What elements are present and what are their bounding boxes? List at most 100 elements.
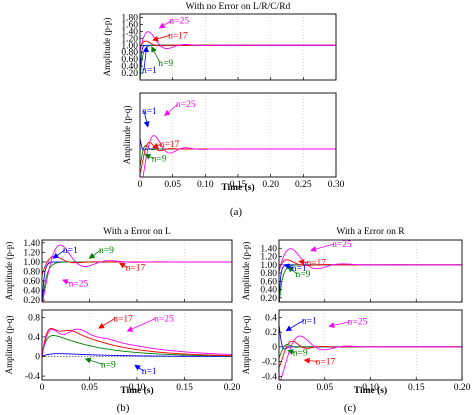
- y-tick-label: 1.40: [121, 27, 138, 37]
- annotation-label: n=17: [113, 314, 133, 324]
- annotation-arrow: [98, 317, 116, 329]
- annotation-label: n=9: [152, 155, 167, 165]
- x-tick-label: 0.20: [224, 383, 241, 393]
- subcaption-b: (b): [117, 402, 130, 414]
- y-tick-label: 1.20: [121, 34, 138, 44]
- annotation-arrow: [152, 142, 162, 149]
- y-tick-label: 0.20: [260, 294, 277, 304]
- y-tick-label: 0.2: [265, 328, 277, 338]
- x-tick-label: 0.15: [408, 383, 425, 393]
- annotation-arrow: [134, 364, 144, 372]
- annotation-arrow: [287, 349, 295, 355]
- annotation-label: n=9: [99, 246, 114, 256]
- x-tick-label: 0.10: [197, 180, 214, 190]
- annotation-arrow: [142, 46, 149, 71]
- series-line: [140, 31, 336, 52]
- y-tick-label: 0.40: [23, 287, 40, 297]
- y-tick-label: -0.2: [262, 358, 277, 368]
- y-tick-label: 0.8: [28, 313, 40, 323]
- y-tick-label: -0.4: [25, 372, 40, 382]
- x-tick-label: 0.15: [230, 180, 247, 190]
- y-tick-label: 1.00: [260, 261, 277, 271]
- annotation-arrow: [283, 263, 294, 270]
- y-tick-label: 0.4: [265, 313, 277, 323]
- y-tick-label: 1.60: [121, 20, 138, 30]
- annotation-label: n=25: [176, 100, 196, 110]
- x-tick-label: 0.10: [362, 383, 379, 393]
- y-tick-label: 1.40: [23, 239, 40, 249]
- y-axis-label: Amplitude (p-q): [122, 106, 132, 165]
- y-tick-label: 1.00: [121, 41, 138, 51]
- y-tick-label: 1.40: [260, 244, 277, 254]
- x-tick-label: 0.05: [316, 383, 333, 393]
- annotation-label: n=9: [293, 349, 308, 359]
- plot-frame: [41, 309, 233, 381]
- annotation-label: n=9: [101, 360, 116, 370]
- annotation-label: n=25: [169, 17, 189, 27]
- chart-b-top: With a Error on L 0.200.400.600.801.001.2…: [4, 227, 233, 306]
- y-axis-label: Amplitude (p-p): [4, 242, 14, 301]
- chart-title: With no Error on L/R/C/Rd: [186, 2, 291, 12]
- x-tick-label: 0.10: [129, 383, 146, 393]
- series-line: [279, 248, 462, 273]
- y-tick-label: 0.40: [121, 62, 138, 72]
- x-tick-label: 0.25: [295, 180, 312, 190]
- chart-c-bottom: 0 0.05 0.10 0.15 0.20 -0.4 -0.2 0 0.2 0.4 Amplitud…: [241, 309, 471, 396]
- annotation-arrow: [298, 259, 309, 266]
- series-line: [42, 328, 232, 357]
- y-tick-label: 1.20: [23, 248, 40, 258]
- annotation-arrow: [88, 249, 102, 259]
- x-axis-label: Time (s): [354, 385, 387, 396]
- y-tick-label: 1.20: [260, 253, 277, 263]
- y-axis-label: Amplitude (p-p): [241, 242, 251, 301]
- annotation-label: n=25: [69, 279, 89, 289]
- x-tick-label: 0.20: [454, 383, 471, 393]
- series-line: [42, 244, 232, 302]
- chart-title: With a Error on R: [336, 227, 405, 237]
- annotation-label: n=1: [302, 316, 317, 326]
- series-line: [142, 135, 336, 177]
- annotation-label: n=25: [348, 318, 368, 328]
- chart-c-top: With a Error on R 0.200.400.600.801.001.2…: [241, 227, 463, 304]
- y-tick-label: 1.00: [23, 258, 40, 268]
- annotation-arrow: [151, 46, 161, 64]
- x-tick-label: 0: [277, 383, 282, 393]
- annotation-arrow: [143, 110, 150, 128]
- annotation-label: n=9: [158, 59, 173, 69]
- annotation-arrow: [310, 243, 335, 252]
- y-tick-label: 0: [35, 353, 40, 363]
- annotation-arrow: [158, 20, 172, 29]
- series-line: [42, 335, 232, 357]
- annotation-label: n=25: [332, 240, 352, 250]
- x-axis-label: Time (s): [221, 182, 254, 193]
- chart-a-top: With no Error on L/R/C/Rd 0.200.400.600.8…: [102, 2, 337, 81]
- annotation-arrow: [84, 357, 104, 365]
- annotation-label: n=17: [168, 31, 188, 41]
- annotation-arrow: [126, 317, 157, 332]
- annotation-label: n=17: [316, 358, 336, 368]
- y-tick-label: 1.80: [121, 13, 138, 23]
- y-axis-label: Amplitude (p-p): [102, 18, 112, 77]
- x-axis-label: Time (s): [120, 385, 153, 396]
- annotation-arrow: [285, 319, 305, 332]
- x-tick-label: 0: [40, 383, 45, 393]
- annotation-label: n=9: [295, 270, 310, 280]
- x-tick-label: 0.30: [328, 180, 345, 190]
- y-tick-label: 0.40: [260, 286, 277, 296]
- annotation-arrow: [61, 279, 71, 285]
- annotation-label: n=1: [142, 367, 157, 377]
- annotation-label: n=17: [126, 264, 146, 274]
- y-tick-label: 0.80: [121, 48, 138, 58]
- x-tick-label: 0.15: [176, 383, 193, 393]
- subcaption-a: (a): [230, 206, 243, 218]
- x-tick-label: 0: [138, 180, 143, 190]
- annotation-arrow: [303, 357, 318, 364]
- y-tick-label: 0.20: [23, 296, 40, 306]
- annotation-label: n=25: [154, 314, 174, 324]
- annotation-label: n=1: [63, 246, 78, 256]
- x-tick-label: 0.20: [262, 180, 279, 190]
- annotation-label: n=1: [142, 66, 157, 76]
- annotation-arrow: [52, 249, 66, 259]
- x-tick-label: 0.05: [81, 383, 98, 393]
